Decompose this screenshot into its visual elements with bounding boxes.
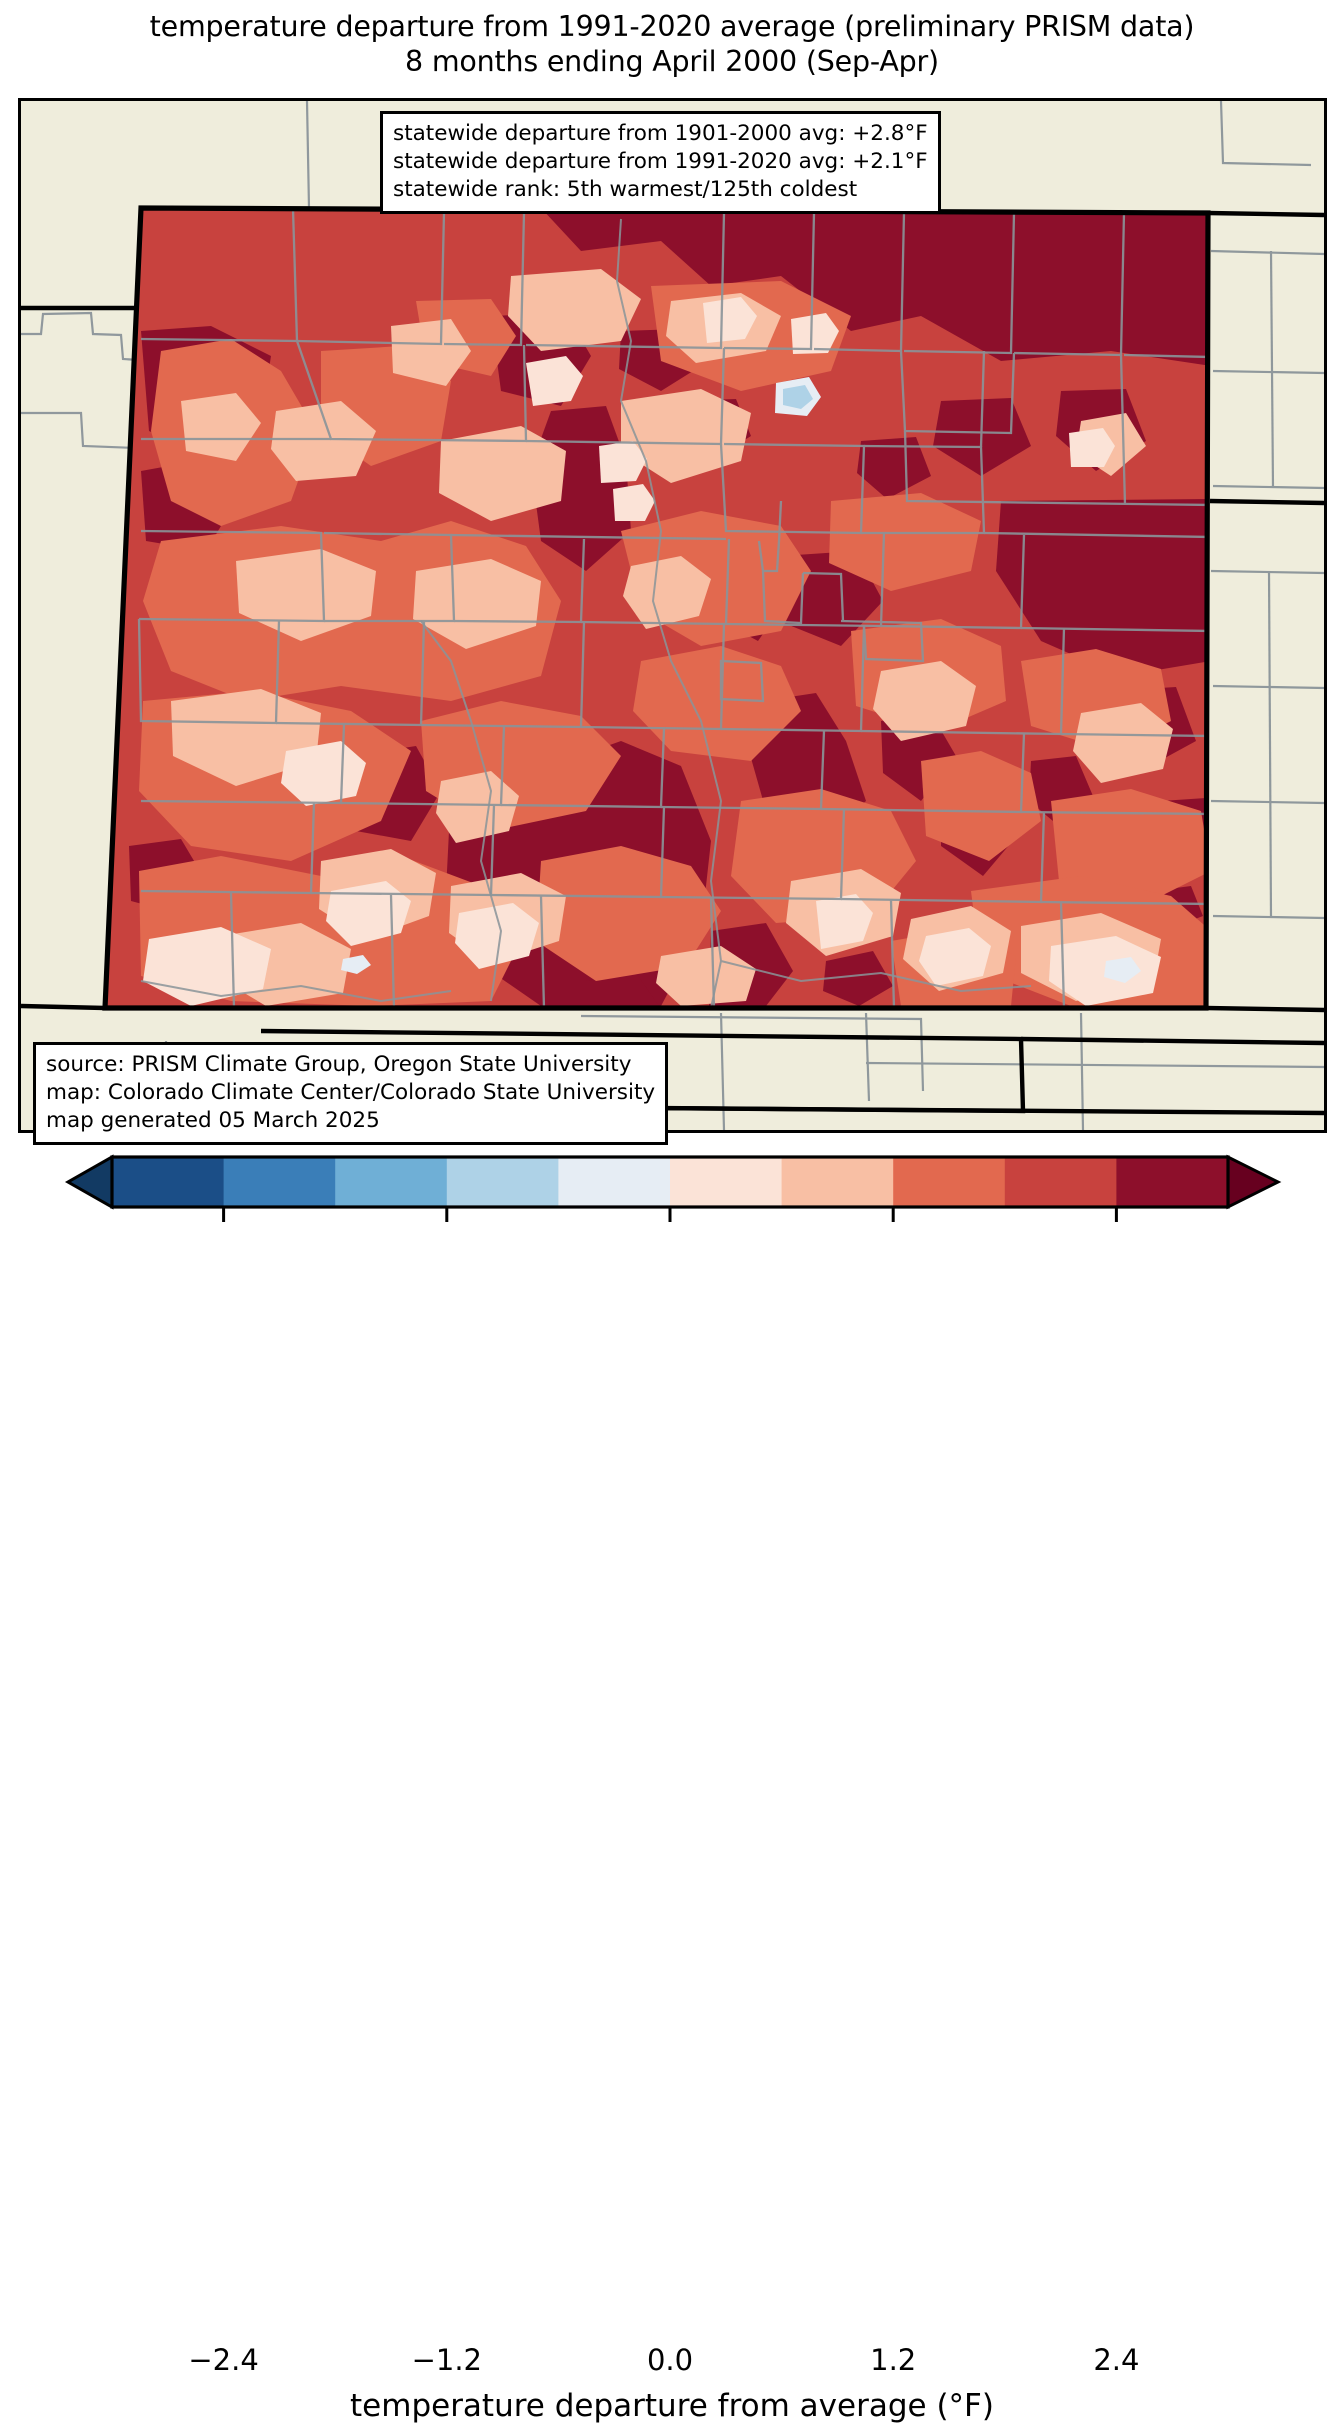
river-lines [140,218,1032,1008]
stats-line-3: statewide rank: 5th warmest/125th coldes… [393,176,858,202]
map-plot-area [18,98,1327,1133]
colorbar-band-2 [335,1157,448,1207]
source-line-1: source: PRISM Climate Group, Oregon Stat… [46,1052,632,1077]
colorbar-band-1 [223,1157,336,1207]
colorbar-band-4 [558,1157,671,1207]
colorbar-band-9 [1116,1157,1229,1207]
title-line-2: 8 months ending April 2000 (Sep-Apr) [405,44,939,78]
colorbar-tick-label: −1.2 [411,2343,483,2377]
page-title: temperature departure from 1991-2020 ave… [0,10,1344,80]
statewide-stats-box: statewide departure from 1901-2000 avg: … [380,111,941,214]
colorbar-ticks [222,1207,1118,1222]
colorbar-tick-label: 2.4 [1093,2343,1140,2377]
source-line-2: map: Colorado Climate Center/Colorado St… [46,1079,656,1105]
colorbar-band-7 [893,1157,1006,1207]
title-line-1: temperature departure from 1991-2020 ave… [149,10,1195,43]
source-line-3: map generated 05 March 2025 [46,1107,380,1133]
colorbar-band-8 [1004,1157,1117,1207]
colorado-temperature-departure-map [21,101,1324,1130]
colorbar-tick-labels: −2.4 −1.2 0.0 1.2 2.4 [0,2343,1344,2385]
colorbar-axis-label: temperature departure from average (°F) [350,2388,994,2424]
colorbar-band-6 [781,1157,894,1207]
colorbar-tick-label: −2.4 [188,2343,259,2377]
colorbar-band-0 [112,1157,225,1207]
colorbar-under-arrow [64,1154,114,1210]
colorbar-bands [64,1154,1282,1210]
colorado-county-lines [137,208,1208,1008]
stats-line-1: statewide departure from 1901-2000 avg: … [393,121,928,146]
colorbar: −2.4 −1.2 0.0 1.2 2.4 temperature departure … [0,1145,1344,2424]
stats-line-2: statewide departure from 1991-2020 avg: … [393,148,928,174]
colorbar-tick-label: 1.2 [870,2343,917,2377]
temperature-departure-field [105,208,1208,1008]
colorbar-over-arrow [1226,1154,1282,1210]
colorbar-tick-label: 0.0 [646,2343,694,2377]
source-credit-box: source: PRISM Climate Group, Oregon Stat… [33,1042,669,1145]
colorbar-band-3 [446,1157,559,1207]
colorbar-graphic [64,1154,1282,1222]
colorbar-band-5 [670,1157,783,1207]
